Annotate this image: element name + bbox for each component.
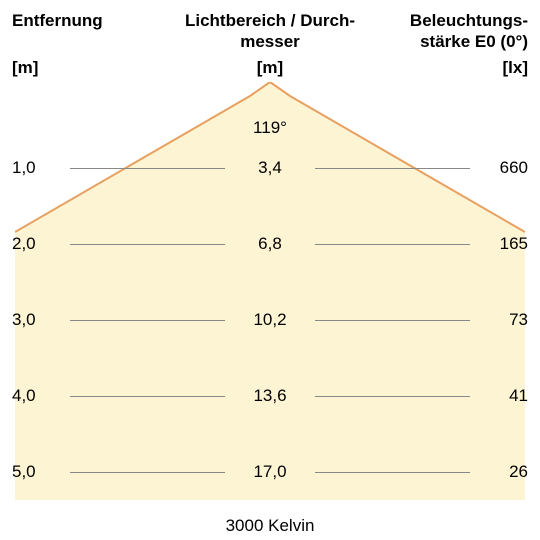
guide-line xyxy=(315,168,470,169)
illuminance-value: 165 xyxy=(448,234,528,254)
data-row: 1,03,4660 xyxy=(0,158,540,180)
data-row: 4,013,641 xyxy=(0,386,540,408)
data-row: 2,06,8165 xyxy=(0,234,540,256)
guide-line xyxy=(315,244,470,245)
col-header-distance: Entfernung xyxy=(0,10,150,31)
guide-line xyxy=(315,320,470,321)
light-cone-diagram: Entfernung Lichtbereich / Durch­messer B… xyxy=(0,0,540,540)
illuminance-value: 26 xyxy=(448,462,528,482)
color-temperature-label: 3000 Kelvin xyxy=(0,516,540,536)
unit-distance: [m] xyxy=(12,58,132,78)
distance-value: 5,0 xyxy=(12,462,72,482)
beam-angle-label: 119° xyxy=(170,118,370,138)
light-cone-shape xyxy=(15,82,525,500)
unit-diameter: [m] xyxy=(170,58,370,78)
col-header-illuminance: Beleuchtungs­stärke E0 (0°) xyxy=(370,10,540,53)
guide-line xyxy=(315,472,470,473)
illuminance-value: 660 xyxy=(448,158,528,178)
data-row: 5,017,026 xyxy=(0,462,540,484)
data-row: 3,010,273 xyxy=(0,310,540,332)
unit-illuminance: [lx] xyxy=(370,58,528,78)
col-header-diameter: Lichtbereich / Durch­messer xyxy=(170,10,370,53)
distance-value: 1,0 xyxy=(12,158,72,178)
illuminance-value: 41 xyxy=(448,386,528,406)
distance-value: 2,0 xyxy=(12,234,72,254)
illuminance-value: 73 xyxy=(448,310,528,330)
distance-value: 3,0 xyxy=(12,310,72,330)
distance-value: 4,0 xyxy=(12,386,72,406)
guide-line xyxy=(315,396,470,397)
